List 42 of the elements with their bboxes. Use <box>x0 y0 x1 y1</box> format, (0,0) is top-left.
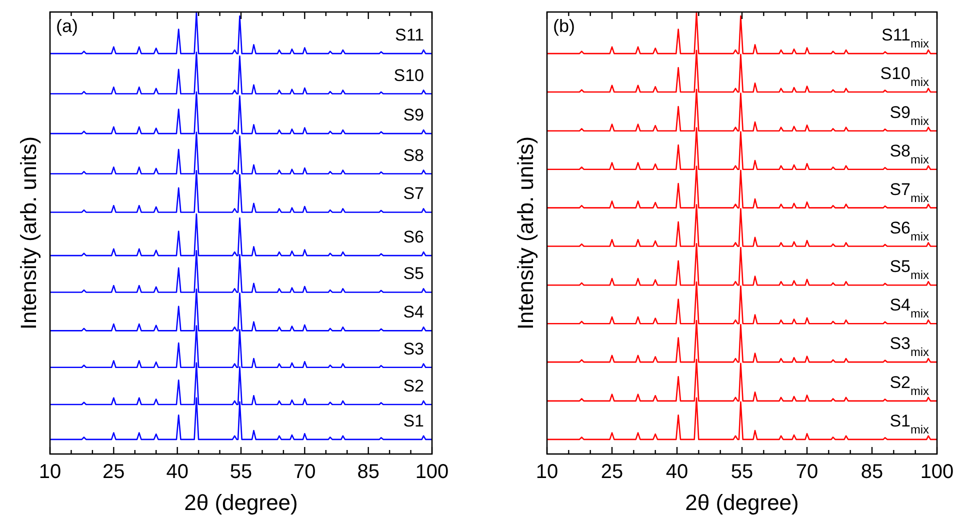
y-axis-title: Intensity (arb. units) <box>513 136 538 330</box>
series-label: S4 <box>403 302 424 322</box>
series-label: S6$_{mix}$ <box>890 218 930 244</box>
x-tick-label: 70 <box>796 461 818 483</box>
series-label: S2$_{mix}$ <box>890 372 930 398</box>
series-label: S5 <box>403 264 424 284</box>
chart-title: (b) <box>553 16 575 36</box>
x-tick-label: 40 <box>666 461 688 483</box>
series-label: S8 <box>403 146 424 165</box>
series-label: S11 <box>395 26 424 45</box>
series-label: S8$_{mix}$ <box>890 141 930 166</box>
x-tick-label: 25 <box>102 461 125 483</box>
series-label: S1$_{mix}$ <box>890 411 930 436</box>
series-label: S10$_{mix}$ <box>880 64 930 89</box>
series-label: S7 <box>403 184 424 204</box>
x-tick-label: 55 <box>230 461 252 483</box>
series-label: S5$_{mix}$ <box>890 257 930 282</box>
y-axis-title: Intensity (arb. units) <box>16 136 41 330</box>
x-tick-label: 85 <box>357 461 380 483</box>
x-tick-label: 70 <box>294 461 316 483</box>
series-label: S9 <box>403 106 424 125</box>
series-label: S10 <box>394 66 424 85</box>
series-label: S6 <box>403 228 424 247</box>
series-label: S4$_{mix}$ <box>890 296 930 321</box>
x-tick-label: 100 <box>920 461 954 483</box>
x-tick-label: 40 <box>166 461 188 483</box>
x-tick-label: 10 <box>38 461 62 483</box>
series-label: S1 <box>403 411 424 430</box>
x-axis-title: 2θ (degree) <box>685 490 799 515</box>
series-label: S11$_{mix}$ <box>882 26 930 51</box>
series-label: S2 <box>403 376 424 396</box>
x-tick-label: 25 <box>600 461 624 483</box>
series-label: S3$_{mix}$ <box>890 334 930 360</box>
series-label: S7$_{mix}$ <box>890 180 930 205</box>
chart-title: (a) <box>56 16 78 36</box>
x-tick-label: 10 <box>536 461 558 483</box>
x-tick-label: 100 <box>415 461 449 483</box>
series-label: S3 <box>403 339 424 358</box>
series-label: S9$_{mix}$ <box>890 102 930 128</box>
x-tick-label: 85 <box>860 461 884 483</box>
x-tick-label: 55 <box>730 461 754 483</box>
x-axis-title: 2θ (degree) <box>184 490 298 515</box>
